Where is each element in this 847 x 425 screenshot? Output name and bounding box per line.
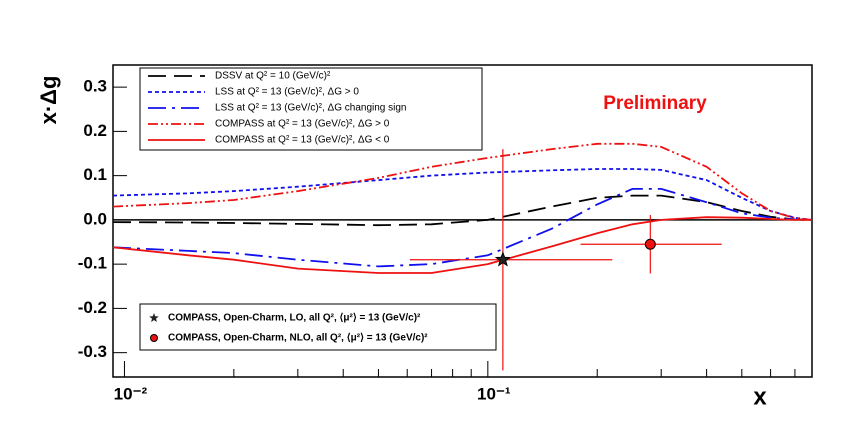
x-axis-label: x bbox=[753, 383, 767, 410]
series-line bbox=[112, 188, 813, 268]
legend-box bbox=[139, 67, 483, 151]
series-line bbox=[112, 194, 813, 227]
data-point bbox=[494, 251, 511, 267]
x-tick-label: 10⁻² bbox=[114, 384, 148, 403]
y-tick-label: 0.3 bbox=[83, 77, 107, 96]
legend-label: DSSV at Q² = 10 (GeV/c)² bbox=[215, 71, 331, 82]
legend-box bbox=[139, 303, 497, 351]
series-line bbox=[112, 142, 813, 221]
legend-marker bbox=[149, 313, 159, 322]
legend-label: COMPASS at Q² = 13 (GeV/c)², ΔG > 0 bbox=[215, 119, 390, 130]
series-line bbox=[112, 168, 813, 221]
y-tick-label: -0.2 bbox=[78, 298, 107, 317]
legend-marker bbox=[150, 334, 158, 342]
series-line bbox=[112, 216, 812, 274]
y-tick-label: -0.3 bbox=[78, 342, 107, 361]
chart-title: Preliminary bbox=[603, 93, 707, 114]
y-tick-label: -0.1 bbox=[78, 254, 107, 273]
y-axis-label: x·Δg bbox=[36, 76, 61, 125]
legend-label: LSS at Q² = 13 (GeV/c)², ΔG > 0 bbox=[215, 87, 359, 98]
data-point bbox=[644, 238, 656, 250]
y-tick-label: 0.2 bbox=[83, 121, 107, 140]
plot-frame bbox=[112, 64, 813, 378]
legend-label: COMPASS at Q² = 13 (GeV/c)², ΔG < 0 bbox=[215, 135, 390, 146]
x-tick-label: 10⁻¹ bbox=[477, 384, 511, 403]
legend-label: LSS at Q² = 13 (GeV/c)², ΔG changing sig… bbox=[215, 103, 407, 114]
legend-label: COMPASS, Open-Charm, LO, all Q², ⟨μ²⟩ = … bbox=[168, 313, 421, 324]
legend-label: COMPASS, Open-Charm, NLO, all Q², ⟨μ²⟩ =… bbox=[168, 333, 428, 344]
y-tick-label: 0.0 bbox=[83, 209, 107, 228]
y-tick-label: 0.1 bbox=[83, 165, 107, 184]
